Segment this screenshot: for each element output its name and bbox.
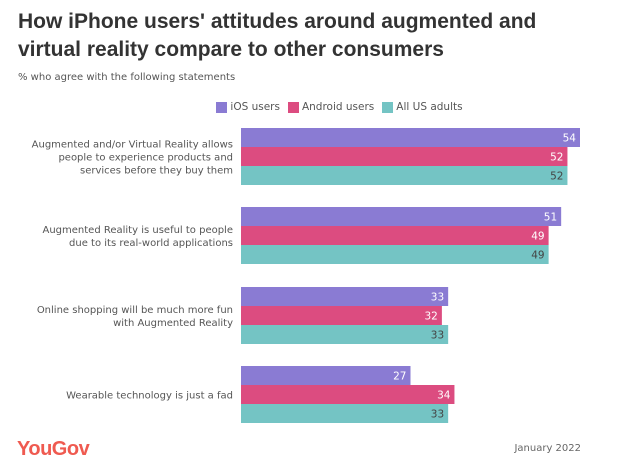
bar [241, 385, 455, 404]
chart-title: How iPhone users' attitudes around augme… [18, 10, 537, 61]
bar [241, 128, 580, 147]
data-label: 33 [431, 409, 444, 421]
legend-label: All US adults [396, 101, 463, 113]
bar [241, 147, 568, 166]
legend-item-ios: iOS users [216, 101, 280, 113]
bar [241, 245, 549, 264]
data-label: 49 [531, 231, 544, 243]
bar [241, 306, 442, 325]
data-label: 52 [550, 171, 563, 183]
legend-item-android: Android users [287, 101, 375, 113]
data-label: 52 [550, 152, 563, 164]
data-label: 51 [544, 212, 557, 224]
legend: iOS users Android users All US adults [0, 101, 619, 113]
category-label: with Augmented Reality [113, 318, 233, 329]
bar [241, 325, 449, 344]
bar [241, 207, 562, 226]
category-label: due to its real-world applications [69, 238, 233, 249]
data-label: 32 [425, 311, 438, 323]
bar [241, 366, 411, 385]
bar [241, 166, 568, 185]
category-label: Wearable technology is just a fad [66, 391, 233, 402]
category-label: services before they buy them [80, 166, 233, 177]
legend-swatch [216, 101, 228, 113]
legend-item-all-us: All US adults [382, 101, 463, 113]
data-label: 49 [531, 250, 544, 262]
data-label: 27 [393, 371, 406, 383]
category-label: Augmented and/or Virtual Reality allows [32, 140, 233, 151]
category-label: people to experience products and [58, 153, 233, 164]
data-label: 54 [563, 133, 577, 145]
chart-subtitle: % who agree with the following statement… [18, 72, 236, 83]
category-label: Online shopping will be much more fun [37, 305, 233, 316]
data-label: 34 [437, 390, 451, 402]
bar [241, 226, 549, 245]
legend-label: iOS users [230, 101, 280, 113]
legend-label: Android users [301, 101, 375, 113]
legend-swatch [382, 101, 394, 113]
category-label: Augmented Reality is useful to people [42, 225, 233, 236]
yougov-logo: YouGov [17, 438, 90, 460]
bar [241, 287, 449, 306]
legend-swatch [287, 101, 299, 113]
data-label: 33 [431, 292, 444, 304]
date-label: January 2022 [514, 443, 581, 454]
data-label: 33 [431, 330, 444, 342]
bar [241, 404, 449, 423]
